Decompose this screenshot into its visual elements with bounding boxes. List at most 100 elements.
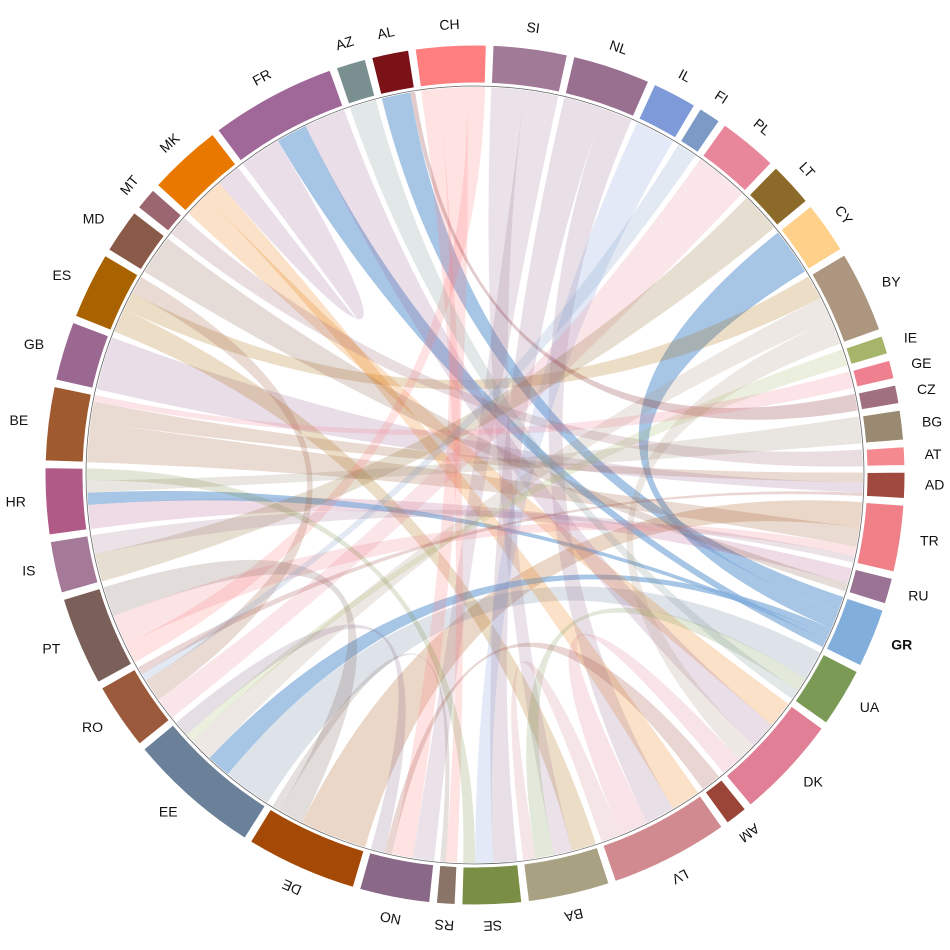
group-arc [217, 69, 344, 162]
group-label: GR [891, 637, 912, 653]
chord [391, 87, 468, 858]
group-arc [55, 321, 110, 389]
chord [88, 497, 852, 584]
group-label: IS [22, 563, 35, 579]
group-arc [435, 864, 458, 906]
group-arc [725, 705, 823, 806]
group-label: HR [6, 493, 26, 509]
group-arc [461, 864, 523, 906]
chords [87, 87, 863, 864]
group-arc [845, 335, 889, 366]
group-arc [414, 44, 487, 88]
group-label: DK [803, 773, 823, 789]
chord [103, 559, 358, 823]
group-label: SI [526, 19, 541, 37]
chord [302, 500, 863, 848]
chord [132, 276, 313, 700]
chord [96, 337, 863, 493]
chord [113, 522, 857, 645]
group-label: IL [676, 66, 694, 86]
group-label: LT [796, 159, 818, 181]
group-label: MD [83, 210, 105, 226]
chord [475, 122, 674, 863]
group-arc [44, 385, 92, 463]
group-arc [811, 254, 881, 343]
group-label: BA [562, 905, 584, 925]
group-arc [856, 501, 905, 573]
group-label: PL [750, 115, 774, 138]
group-arc [137, 189, 183, 232]
group-arc [74, 254, 139, 331]
group-arc [156, 133, 237, 212]
group-label: AL [376, 23, 396, 42]
group-arc [794, 653, 859, 724]
chord [638, 232, 839, 629]
group-arc [100, 668, 170, 745]
group-arc [359, 852, 435, 904]
inner-ring [85, 85, 865, 865]
group-arc [780, 205, 842, 270]
chord [626, 320, 841, 760]
group-label: NO [378, 908, 402, 928]
group-label: TR [920, 532, 939, 548]
group-label: UA [860, 699, 880, 715]
chord [87, 416, 862, 493]
chord [412, 90, 559, 861]
group-label: FR [250, 66, 274, 89]
chord [192, 298, 831, 759]
group-label: BG [922, 413, 942, 429]
group-label: MT [117, 172, 143, 198]
group-arc [335, 58, 376, 105]
chord [272, 653, 450, 862]
chord [188, 195, 789, 726]
chord [511, 660, 621, 860]
chord [87, 421, 860, 547]
chord [176, 624, 406, 853]
group-arc [564, 55, 650, 118]
group-label: FI [712, 87, 731, 107]
group-label: IE [904, 329, 917, 345]
group-arc [702, 124, 772, 192]
group-label: BY [882, 274, 901, 290]
group-arc [249, 808, 365, 889]
group-label: CZ [917, 381, 936, 397]
group-label: NL [608, 37, 630, 58]
group-arc [602, 795, 723, 883]
groups: CH SI NL IL FI PL LT CY BY IE GE CZ BG AT AD TR RU GR UA DK… [6, 16, 945, 934]
chord [568, 633, 739, 835]
group-label: SE [483, 918, 502, 935]
chord [87, 490, 829, 641]
chord [93, 371, 854, 436]
group-arc [490, 44, 568, 93]
group-arc [49, 535, 99, 594]
group-label: GB [24, 336, 44, 352]
group-label: DE [280, 876, 304, 899]
group-arc [865, 446, 906, 467]
group-label: GE [911, 355, 931, 371]
chord [95, 197, 775, 582]
chord [384, 642, 719, 854]
group-arc [679, 108, 720, 154]
chord [488, 87, 573, 855]
chord [305, 109, 772, 746]
group-label: BE [10, 412, 29, 428]
chord [158, 159, 743, 718]
group-arc [857, 384, 900, 411]
group-label: PT [42, 640, 60, 656]
chord [421, 88, 464, 863]
group-arc [748, 167, 808, 226]
group-label: RO [82, 719, 103, 735]
chord [171, 217, 863, 467]
group-arc [852, 359, 895, 388]
group-arc [865, 471, 906, 499]
group-label: EE [159, 803, 178, 819]
group-label: CY [832, 202, 857, 228]
group-arc [44, 467, 88, 536]
group-arc [108, 212, 166, 271]
group-label: AM [736, 820, 762, 845]
group-label: RS [434, 917, 454, 934]
group-arc [62, 587, 133, 684]
group-arc [523, 846, 610, 903]
group-arc [371, 49, 415, 96]
